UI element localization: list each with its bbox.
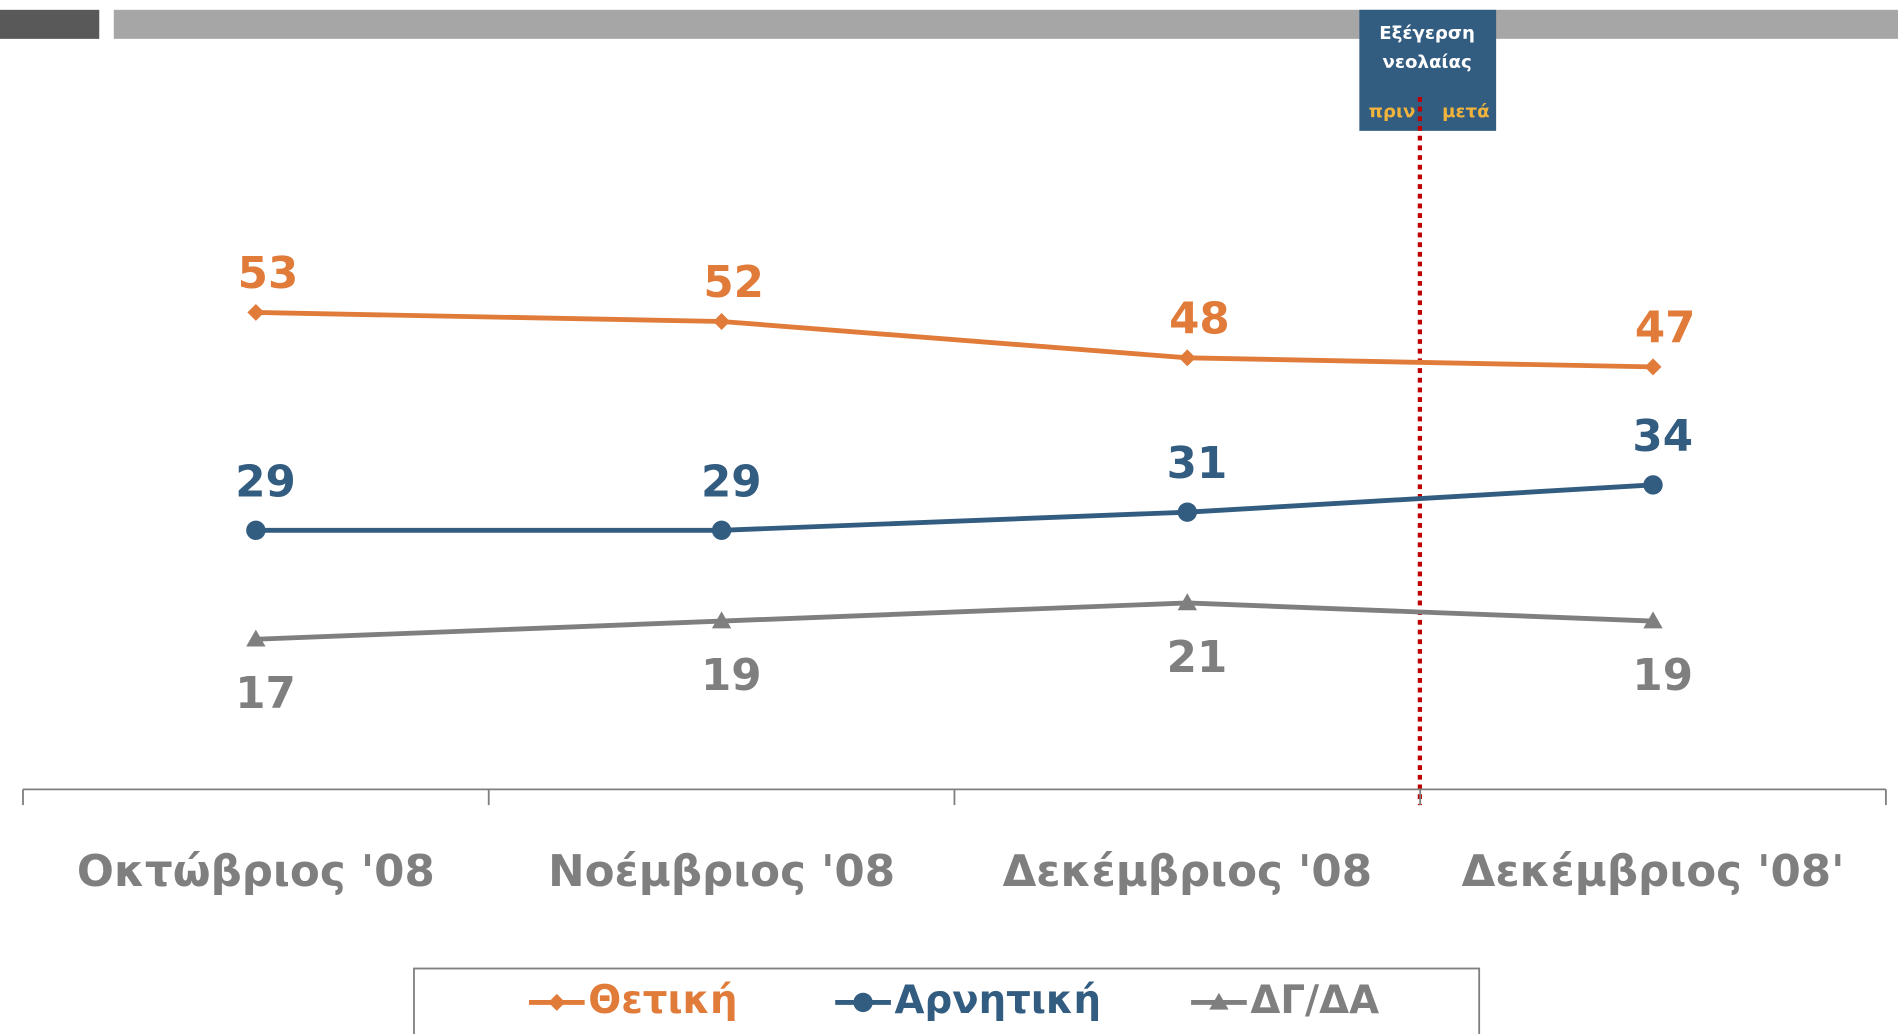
annotation-before: πριν	[1369, 102, 1416, 123]
marker	[247, 303, 265, 321]
data-label: 52	[703, 258, 764, 308]
marker	[1178, 349, 1196, 367]
legend-label: Θετική	[588, 978, 737, 1023]
data-label: 29	[235, 457, 296, 507]
data-label: 53	[238, 249, 299, 299]
data-label: 17	[235, 669, 296, 719]
legend-marker	[1209, 992, 1229, 1010]
header-bar	[0, 9, 100, 39]
legend-marker	[853, 992, 873, 1013]
legend-label: ΔΓ/ΔΑ	[1250, 978, 1379, 1023]
marker	[1644, 358, 1662, 376]
marker	[1177, 502, 1197, 522]
annotation-title-2: νεολαίας	[1383, 52, 1472, 73]
series-line	[255, 310, 1654, 370]
legend-label: Αρνητική	[895, 978, 1101, 1023]
data-label: 19	[1632, 651, 1693, 701]
data-label: 48	[1169, 295, 1230, 345]
x-tick-label: Νοέμβριος '08	[548, 847, 895, 897]
legend-box	[413, 967, 1481, 1034]
data-label: 47	[1635, 304, 1696, 354]
marker	[711, 611, 732, 629]
data-label: 19	[701, 651, 762, 701]
annotation-box	[1359, 9, 1497, 131]
series-line	[255, 600, 1654, 642]
data-label: 34	[1632, 412, 1693, 462]
x-tick-label: Οκτώβριος '08	[77, 847, 435, 897]
x-tick-label: Δεκέμβριος '08	[1003, 847, 1372, 897]
marker	[713, 313, 731, 330]
marker	[246, 520, 266, 540]
marker	[246, 629, 266, 647]
data-label: 31	[1167, 439, 1228, 489]
data-label: 29	[701, 457, 762, 507]
marker	[1643, 611, 1663, 629]
header-bar	[113, 9, 1898, 39]
x-tick-label: Δεκέμβριος '08'	[1462, 847, 1845, 897]
data-label: 21	[1167, 633, 1228, 683]
marker	[711, 520, 732, 540]
marker	[1177, 593, 1197, 611]
series-line	[255, 482, 1654, 533]
annotation-after: μετά	[1442, 102, 1490, 123]
annotation-title-1: Εξέγερση	[1379, 23, 1475, 44]
marker	[1643, 475, 1663, 495]
